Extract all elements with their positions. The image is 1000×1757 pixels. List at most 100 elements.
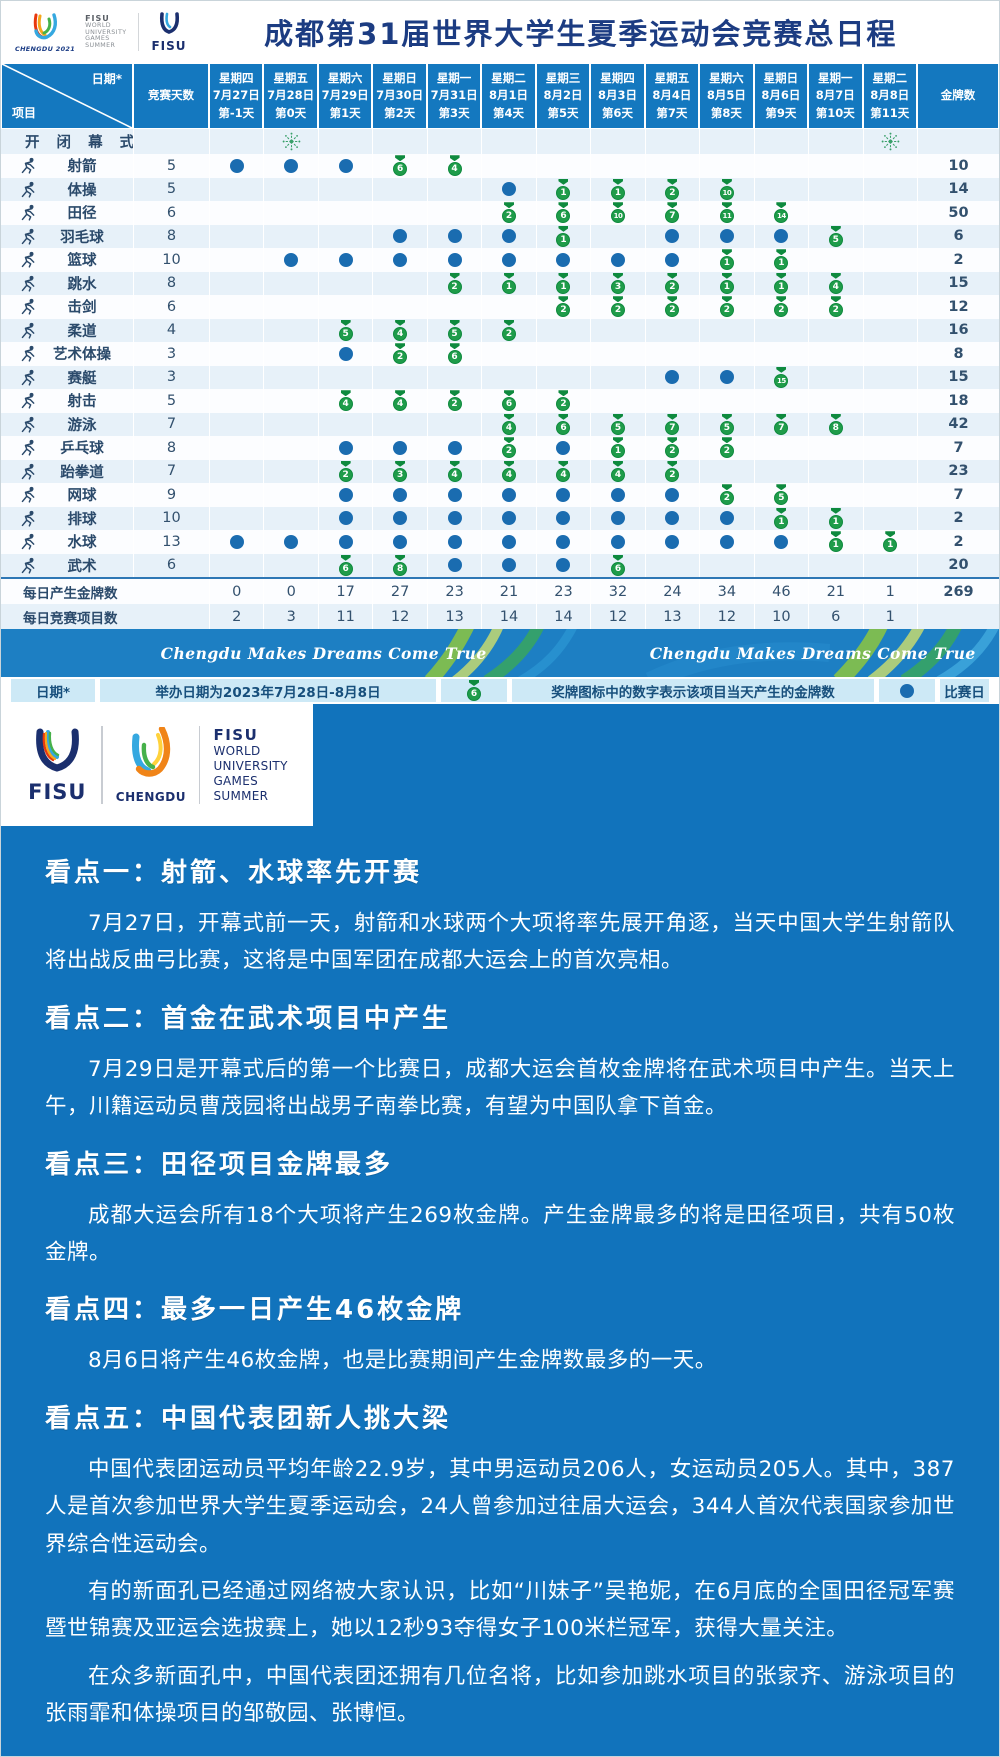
gold-medal-icon: 5 xyxy=(338,319,353,341)
schedule-cell xyxy=(263,389,317,413)
schedule-cell xyxy=(481,506,535,530)
gold-medal-icon: 3 xyxy=(393,460,408,482)
sport-name: 跳水 xyxy=(67,276,97,293)
schedule-cell xyxy=(644,224,699,248)
gold-medal-icon: 7 xyxy=(665,413,680,435)
sport-row-shooting: 射击 5 4 4 2 6 2 18 xyxy=(1,389,999,413)
schedule-cell xyxy=(317,365,372,389)
schedule-cell xyxy=(209,530,263,554)
shooting-icon xyxy=(17,391,39,410)
sport-name: 乒乓球 xyxy=(60,441,104,458)
schedule-cell xyxy=(862,342,917,366)
schedule-cell xyxy=(862,412,917,436)
schedule-cell xyxy=(753,318,808,342)
schedule-cell xyxy=(590,506,644,530)
schedule-cell xyxy=(209,177,263,201)
gold-medal-icon: 2 xyxy=(338,460,353,482)
schedule-cell: 4 xyxy=(481,459,535,483)
gold-count: 7 xyxy=(917,483,999,507)
competition-days: 6 xyxy=(133,295,209,319)
gold-count: 6 xyxy=(917,224,999,248)
schedule-cell xyxy=(426,553,481,577)
competition-day-dot xyxy=(338,252,353,267)
competition-day-dot xyxy=(719,370,734,385)
schedule-cell: 1 xyxy=(699,248,753,272)
schedule-cell: 4 xyxy=(372,389,426,413)
gold-medal-icon: 1 xyxy=(774,249,789,271)
fisu-emblem-icon xyxy=(159,11,180,34)
volleyball-icon xyxy=(17,509,39,528)
gold-medal-icon: 2 xyxy=(719,484,734,506)
slogan-text: Chengdu Makes Dreams Come True xyxy=(649,643,976,663)
totals-value: 13 xyxy=(644,604,699,629)
competition-days: 8 xyxy=(133,436,209,460)
schedule-cell: 2 xyxy=(481,318,535,342)
fisu-label: FISU xyxy=(151,38,187,53)
schedule-cell xyxy=(372,224,426,248)
schedule-cell xyxy=(209,154,263,178)
competition-days: 4 xyxy=(133,318,209,342)
schedule-cell: 8 xyxy=(808,412,862,436)
schedule-cell: 2 xyxy=(426,389,481,413)
gold-medal-icon: 5 xyxy=(447,319,462,341)
schedule-cell xyxy=(481,342,535,366)
competition-day-dot xyxy=(284,534,299,549)
schedule-cell xyxy=(644,389,699,413)
date-header-6: 星期三 8月2日 第5天 xyxy=(536,64,590,128)
schedule-cell xyxy=(209,553,263,577)
totals-value: 0 xyxy=(263,579,317,604)
schedule-cell xyxy=(753,224,808,248)
schedule-cell: 8 xyxy=(372,553,426,577)
schedule-cell: 2 xyxy=(644,295,699,319)
schedule-cell xyxy=(862,459,917,483)
totals-value: 21 xyxy=(481,579,535,604)
legend-dot-sample xyxy=(879,679,935,702)
schedule-cell xyxy=(426,412,481,436)
header-divider xyxy=(138,13,140,51)
schedule-cell: 4 xyxy=(590,459,644,483)
schedule-cell xyxy=(590,154,644,178)
schedule-cell xyxy=(699,553,753,577)
badminton-icon xyxy=(17,227,39,246)
competition-day-dot xyxy=(338,346,353,361)
fisu-word: WORLD xyxy=(213,744,261,759)
fisu-wordmark-small: FISU WORLD UNIVERSITY GAMES SUMMER xyxy=(85,14,126,50)
schedule-cell xyxy=(862,295,917,319)
gold-medal-icon: 10 xyxy=(719,178,734,200)
totals-value: 12 xyxy=(372,604,426,629)
schedule-cell xyxy=(317,224,372,248)
schedule-cell xyxy=(808,201,862,225)
gold-medal-icon: 1 xyxy=(502,272,517,294)
competition-day-dot xyxy=(502,229,517,244)
schedule-cell xyxy=(808,436,862,460)
schedule-cell: 2 xyxy=(808,295,862,319)
competition-day-dot xyxy=(719,534,734,549)
competition-day-dot xyxy=(393,229,408,244)
date-header-4: 星期一 7月31日 第3天 xyxy=(427,64,481,128)
gold-medal-icon: 4 xyxy=(447,155,462,177)
competition-day-dot xyxy=(502,182,517,197)
schedule-cell xyxy=(535,248,590,272)
schedule-cell: 3 xyxy=(372,459,426,483)
schedule-cell xyxy=(808,129,862,154)
sport-name: 篮球 xyxy=(67,253,97,270)
schedule-cell xyxy=(481,365,535,389)
competition-days: 8 xyxy=(133,224,209,248)
schedule-cell xyxy=(209,318,263,342)
totals-value: 46 xyxy=(753,579,808,604)
totals-value: 14 xyxy=(535,604,590,629)
gold-medal-icon: 7 xyxy=(774,413,789,435)
schedule-cell xyxy=(209,412,263,436)
schedule-cell xyxy=(317,412,372,436)
totals-value: 24 xyxy=(644,579,699,604)
page-header: CHENGDU 2021 FISU WORLD UNIVERSITY GAMES… xyxy=(1,1,999,63)
schedule-cell xyxy=(590,248,644,272)
schedule-cell xyxy=(535,154,590,178)
competition-days: 8 xyxy=(133,271,209,295)
fencing-icon xyxy=(17,297,39,316)
gold-medal-icon: 4 xyxy=(447,460,462,482)
schedule-cell xyxy=(862,553,917,577)
banner-wave-decoration xyxy=(424,629,999,677)
schedule-cell xyxy=(862,389,917,413)
athletics-icon xyxy=(17,203,39,222)
